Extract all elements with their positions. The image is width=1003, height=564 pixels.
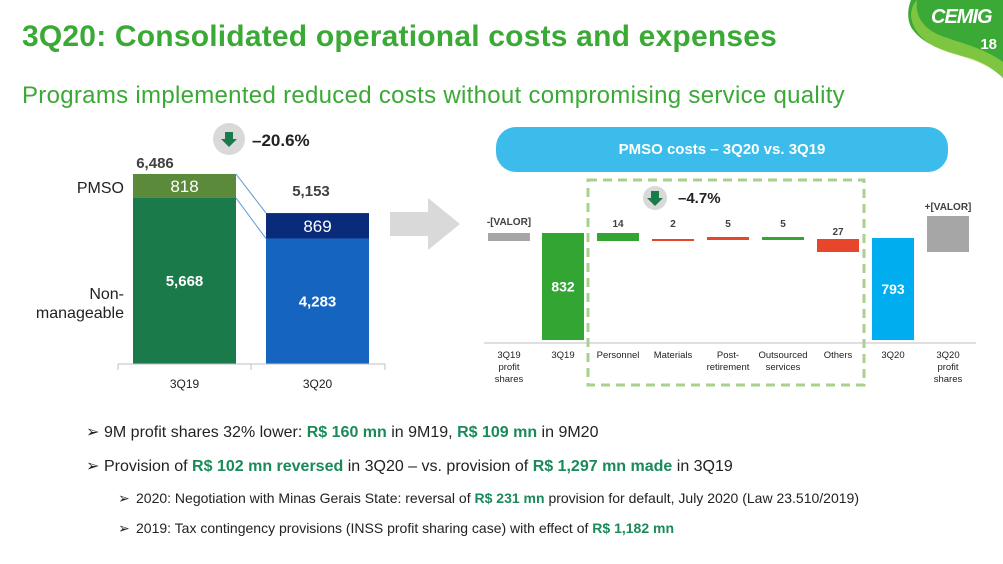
bullet-arrow-icon: ➢ <box>118 490 130 506</box>
waterfall-bar-3q20 <box>872 238 914 340</box>
waterfall-bar-3q19-profit-shares <box>488 233 530 241</box>
stack-value-non-manageable-3Q20: 4,283 <box>299 293 337 310</box>
stack-xtick-3Q19: 3Q19 <box>170 377 200 391</box>
waterfall-value-outsourced-services: 5 <box>780 219 786 230</box>
waterfall-xtick-post-retirement-line1: Post- <box>717 350 739 361</box>
decrease-indicator-icon <box>213 123 245 155</box>
charts-canvas: 5,668 818 6,486 3Q19 4,283 869 5,153 3Q20 PMSO No… <box>36 123 976 391</box>
highlight-box <box>586 178 866 387</box>
stack-value-pmso-3Q19: 818 <box>170 177 198 196</box>
transition-arrow-icon <box>390 198 460 250</box>
stack-change-label: –20.6% <box>252 131 310 150</box>
waterfall-value-3q19: 832 <box>551 279 575 295</box>
waterfall-xtick-outsourced-services-line2: services <box>766 362 801 373</box>
waterfall-xtick-3q20-profit-shares-line3: shares <box>934 374 963 385</box>
bullet-item: ➢ Provision of R$ 102 mn reversed in 3Q20… <box>86 456 733 476</box>
waterfall-change-label: –4.7% <box>678 190 721 207</box>
stack-bar-pmso-3Q19 <box>133 174 236 198</box>
waterfall-bar-post-retirement <box>707 237 749 240</box>
waterfall-xtick-3q19-profit-shares-line1: 3Q19 <box>497 350 520 361</box>
bullet-text: in 9M19, <box>386 424 458 441</box>
waterfall-value-others: 27 <box>832 227 844 238</box>
bullet-highlight: R$ 231 mn <box>474 490 545 506</box>
stack-value-non-manageable-3Q19: 5,668 <box>166 273 204 290</box>
bullet-text: Provision of <box>104 458 193 475</box>
waterfall-xtick-3q20-profit-shares-line2: profit <box>937 362 958 373</box>
bullet-text: 9M profit shares 32% lower: <box>104 424 307 441</box>
stack-xtick-3Q20: 3Q20 <box>303 377 333 391</box>
waterfall-chart-title: PMSO costs – 3Q20 vs. 3Q19 <box>496 127 948 172</box>
waterfall-xtick-3q20-profit-shares-line1: 3Q20 <box>936 350 959 361</box>
stack-total-3Q19: 6,486 <box>136 155 174 172</box>
bullet-highlight: R$ 160 mn <box>306 424 387 441</box>
waterfall-value-3q20: 793 <box>881 281 905 297</box>
bullet-text: provision for default, July 2020 (Law 23… <box>544 490 859 506</box>
waterfall-xtick-materials-line1: Materials <box>654 350 693 361</box>
waterfall-bar-materials <box>652 239 694 241</box>
waterfall-decrease-icon <box>643 186 667 210</box>
page-subtitle: Programs implemented reduced costs witho… <box>22 82 845 109</box>
bullet-item: ➢ 9M profit shares 32% lower: R$ 160 mn i… <box>86 422 598 442</box>
bullet-item: ➢ 2019: Tax contingency provisions (INSS … <box>118 520 674 537</box>
bullet-text: 2019: Tax contingency provisions (INSS p… <box>136 520 593 536</box>
waterfall-xtick-3q19-profit-shares-line3: shares <box>495 374 524 385</box>
waterfall-xtick-3q20-line1: 3Q20 <box>881 350 904 361</box>
waterfall-value-3q19-profit-shares: -[VALOR] <box>487 217 531 228</box>
waterfall-xtick-others-line1: Others <box>824 350 853 361</box>
page-number: 18 <box>980 36 997 53</box>
series-label-non-manageable-line2: manageable <box>36 305 124 322</box>
bullet-arrow-icon: ➢ <box>118 520 130 536</box>
stack-total-3Q20: 5,153 <box>292 183 330 200</box>
waterfall-value-personnel: 14 <box>612 219 624 230</box>
logo-shape <box>908 0 1003 78</box>
page-title: 3Q20: Consolidated operational costs and… <box>22 20 778 53</box>
stack-bar-non-manageable-3Q19 <box>133 197 236 364</box>
waterfall-bar-3q19 <box>542 233 584 340</box>
stack-bar-pmso-3Q20 <box>266 213 369 239</box>
logo-text: CEMIG <box>931 6 993 28</box>
series-label-pmso: PMSO <box>77 180 124 197</box>
bullet-highlight: R$ 102 mn reversed <box>192 458 344 475</box>
decrease-indicator-icon-arrow <box>221 132 237 147</box>
bullet-highlight: R$ 1,182 mn <box>592 520 674 536</box>
waterfall-xtick-3q19-line1: 3Q19 <box>551 350 574 361</box>
waterfall-value-materials: 2 <box>670 219 676 230</box>
waterfall-bar-3q20-profit-shares <box>927 216 969 252</box>
waterfall-value-post-retirement: 5 <box>725 219 731 230</box>
waterfall-xtick-personnel-line1: Personnel <box>597 350 640 361</box>
bullet-text: in 3Q20 – vs. provision of <box>343 458 533 475</box>
connector-line-top <box>235 173 267 214</box>
waterfall-decrease-icon-arrow <box>647 191 663 206</box>
bullet-text: in 9M20 <box>537 424 599 441</box>
waterfall-xtick-outsourced-services-line1: Outsourced <box>758 350 807 361</box>
bullet-text: 2020: Negotiation with Minas Gerais Stat… <box>136 490 475 506</box>
bullet-highlight: R$ 109 mn <box>457 424 538 441</box>
bullet-highlight: R$ 1,297 mn made <box>532 458 673 475</box>
series-label-non-manageable-line1: Non- <box>89 286 124 303</box>
company-logo: CEMIG 18 <box>903 0 1003 80</box>
stack-bar-non-manageable-3Q20 <box>266 238 369 364</box>
waterfall-xtick-post-retirement-line2: retirement <box>707 362 750 373</box>
stack-value-pmso-3Q20: 869 <box>303 217 331 236</box>
waterfall-xtick-3q19-profit-shares-line2: profit <box>498 362 519 373</box>
waterfall-bar-outsourced-services <box>762 237 804 240</box>
waterfall-bar-others <box>817 239 859 252</box>
bullet-arrow-icon: ➢ <box>86 424 100 441</box>
bullet-arrow-icon: ➢ <box>86 458 100 475</box>
waterfall-value-3q20-profit-shares: +[VALOR] <box>925 202 972 213</box>
bullet-item: ➢ 2020: Negotiation with Minas Gerais Sta… <box>118 490 859 507</box>
bullet-text: in 3Q19 <box>672 458 733 475</box>
connector-line-bottom <box>235 197 267 239</box>
waterfall-bar-personnel <box>597 233 639 241</box>
